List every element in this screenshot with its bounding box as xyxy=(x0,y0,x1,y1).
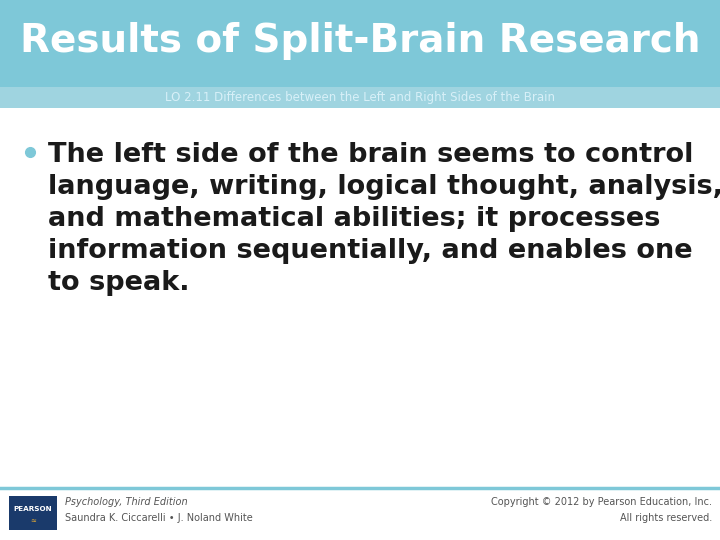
Bar xyxy=(0,0,720,87)
Text: ≈: ≈ xyxy=(30,517,36,523)
Bar xyxy=(9,496,57,530)
Text: Results of Split-Brain Research: Results of Split-Brain Research xyxy=(19,23,701,60)
Text: The left side of the brain seems to control: The left side of the brain seems to cont… xyxy=(48,142,693,168)
Text: to speak.: to speak. xyxy=(48,270,189,296)
Text: language, writing, logical thought, analysis,: language, writing, logical thought, anal… xyxy=(48,174,720,200)
Text: information sequentially, and enables one: information sequentially, and enables on… xyxy=(48,238,693,264)
Text: All rights reserved.: All rights reserved. xyxy=(620,513,712,523)
Bar xyxy=(0,87,720,108)
Text: LO 2.11 Differences between the Left and Right Sides of the Brain: LO 2.11 Differences between the Left and… xyxy=(165,91,555,104)
Text: Copyright © 2012 by Pearson Education, Inc.: Copyright © 2012 by Pearson Education, I… xyxy=(491,497,712,507)
Text: and mathematical abilities; it processes: and mathematical abilities; it processes xyxy=(48,206,660,232)
Text: Saundra K. Ciccarelli • J. Noland White: Saundra K. Ciccarelli • J. Noland White xyxy=(65,513,253,523)
Text: Psychology, Third Edition: Psychology, Third Edition xyxy=(65,497,188,507)
Text: PEARSON: PEARSON xyxy=(14,506,53,512)
